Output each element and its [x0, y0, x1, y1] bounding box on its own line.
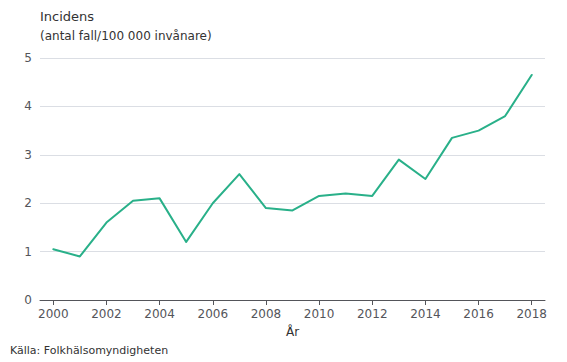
svg-text:(antal fall/100 000 invånare): (antal fall/100 000 invånare): [40, 29, 212, 43]
svg-text:0: 0: [24, 293, 32, 307]
svg-text:2006: 2006: [197, 307, 228, 321]
svg-text:2002: 2002: [91, 307, 122, 321]
svg-text:2012: 2012: [357, 307, 388, 321]
svg-text:2004: 2004: [144, 307, 175, 321]
svg-text:2008: 2008: [251, 307, 282, 321]
svg-text:5: 5: [24, 51, 32, 65]
svg-text:2: 2: [24, 196, 32, 210]
svg-text:Källa: Folkhälsomyndigheten: Källa: Folkhälsomyndigheten: [10, 344, 168, 357]
svg-text:1: 1: [24, 245, 32, 259]
svg-text:Incidens: Incidens: [40, 9, 94, 24]
svg-text:2014: 2014: [410, 307, 441, 321]
svg-text:2010: 2010: [304, 307, 335, 321]
svg-text:2000: 2000: [38, 307, 69, 321]
svg-text:3: 3: [24, 148, 32, 162]
svg-text:4: 4: [24, 99, 32, 113]
svg-text:2018: 2018: [516, 307, 547, 321]
svg-text:2016: 2016: [463, 307, 494, 321]
svg-text:År: År: [286, 324, 299, 339]
